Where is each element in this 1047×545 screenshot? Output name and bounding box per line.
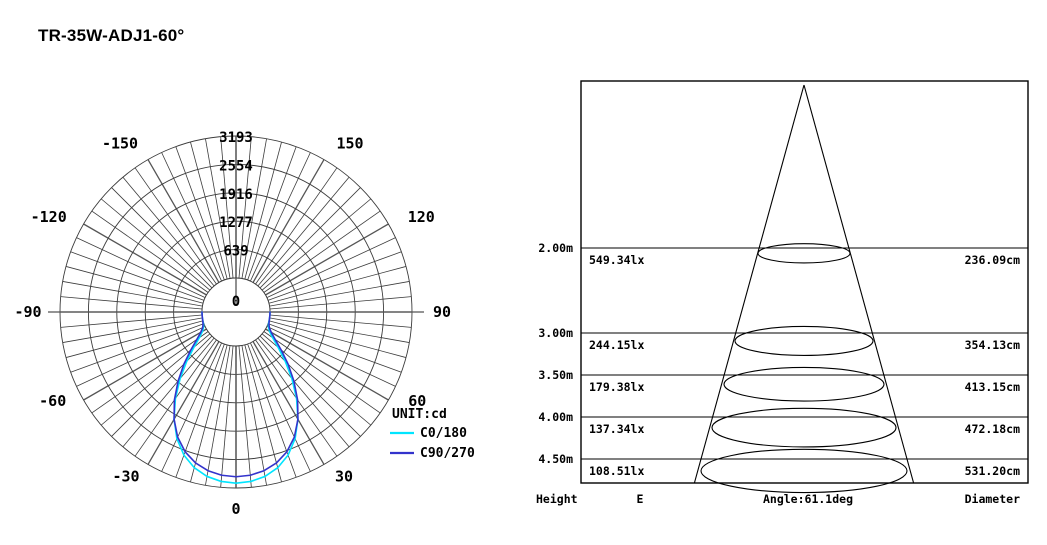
- cone-diagram-panel: 2.00m 549.34lx 236.09cm 3.00m 244.15lx 354.13…: [500, 60, 1047, 530]
- legend-label: C0/180: [420, 426, 467, 441]
- cone-height-label: 2.00m: [538, 241, 573, 255]
- cone-illuminance-value: 137.34lx: [589, 422, 644, 436]
- polar-angle-labels: 0 30 60 90 120 150 -30 -60 -90 -120 -150: [14, 135, 451, 518]
- cone-height-label: 4.00m: [538, 410, 573, 424]
- cone-right-edge: [803, 84, 915, 484]
- polar-ring-label: 0: [232, 294, 240, 310]
- polar-angle-label: 30: [335, 467, 353, 485]
- polar-angle-label: 150: [336, 135, 363, 153]
- cone-diameter-value: 413.15cm: [965, 380, 1020, 394]
- cone-diameter-value: 354.13cm: [965, 338, 1020, 352]
- polar-unit-label: UNIT:cd: [392, 407, 447, 422]
- cone-height-label: 4.50m: [538, 452, 573, 466]
- polar-angle-label: 120: [408, 208, 435, 226]
- cone-height-label: 3.50m: [538, 368, 573, 382]
- polar-ring-label: 1277: [219, 215, 253, 231]
- cone-footer-diameter: Diameter: [965, 492, 1020, 506]
- polar-diagram-panel: 0 30 60 90 120 150 -30 -60 -90 -120 -150 0 639 1277 1…: [0, 60, 500, 530]
- polar-grid: [48, 135, 424, 489]
- cone-illuminance-value: 244.15lx: [589, 338, 644, 352]
- polar-ring-label: 1916: [219, 187, 253, 203]
- polar-ring-label: 3193: [219, 130, 253, 146]
- cone-shape: [693, 84, 915, 494]
- polar-angle-label: 0: [231, 500, 240, 518]
- polar-angle-label: -60: [39, 392, 66, 410]
- cone-diagram-svg: 2.00m 549.34lx 236.09cm 3.00m 244.15lx 354.13…: [536, 80, 1029, 506]
- cone-illuminance-value: 179.38lx: [589, 380, 644, 394]
- cone-left-edge: [693, 84, 805, 484]
- cone-illuminance-value: 108.51lx: [589, 464, 644, 478]
- polar-diagram-svg: 0 30 60 90 120 150 -30 -60 -90 -120 -150 0 639 1277 1…: [14, 130, 475, 518]
- cone-beam-ellipse: [757, 243, 851, 264]
- polar-angle-label: 60: [408, 392, 426, 410]
- polar-ring-labels: 0 639 1277 1916 2554 3193: [219, 130, 253, 310]
- polar-legend: UNIT:cd C0/180 C90/270: [390, 407, 475, 461]
- cone-diameter-value: 472.18cm: [965, 422, 1020, 436]
- cone-footer-e: E: [637, 492, 644, 506]
- polar-angle-label: -120: [31, 208, 67, 226]
- polar-ring-label: 639: [223, 244, 248, 260]
- polar-angle-label: -30: [112, 467, 139, 485]
- polar-angle-label: -150: [102, 135, 138, 153]
- cone-beam-ellipse: [711, 407, 897, 448]
- legend-label: C90/270: [420, 446, 475, 461]
- polar-angle-label: -90: [14, 303, 41, 321]
- cone-footer-height: Height: [536, 492, 578, 506]
- polar-curves: [173, 311, 299, 484]
- cone-frame: [580, 80, 1029, 484]
- cone-diameter-value: 531.20cm: [965, 464, 1020, 478]
- cone-beam-ellipse: [723, 366, 885, 402]
- cone-diameter-value: 236.09cm: [965, 253, 1020, 267]
- cone-beam-ellipse: [734, 325, 874, 357]
- cone-illuminance-value: 549.34lx: [589, 253, 644, 267]
- polar-angle-label: 90: [433, 303, 451, 321]
- polar-ring-label: 2554: [219, 158, 253, 174]
- cone-beam-ellipse: [700, 448, 908, 494]
- page-title: TR-35W-ADJ1-60°: [38, 26, 185, 45]
- cone-footer-angle: Angle:61.1deg: [763, 492, 853, 506]
- cone-height-label: 3.00m: [538, 326, 573, 340]
- cone-footer: Height E Angle:61.1deg Diameter: [536, 492, 1020, 506]
- cone-rows: 2.00m 549.34lx 236.09cm 3.00m 244.15lx 354.13…: [538, 241, 1028, 478]
